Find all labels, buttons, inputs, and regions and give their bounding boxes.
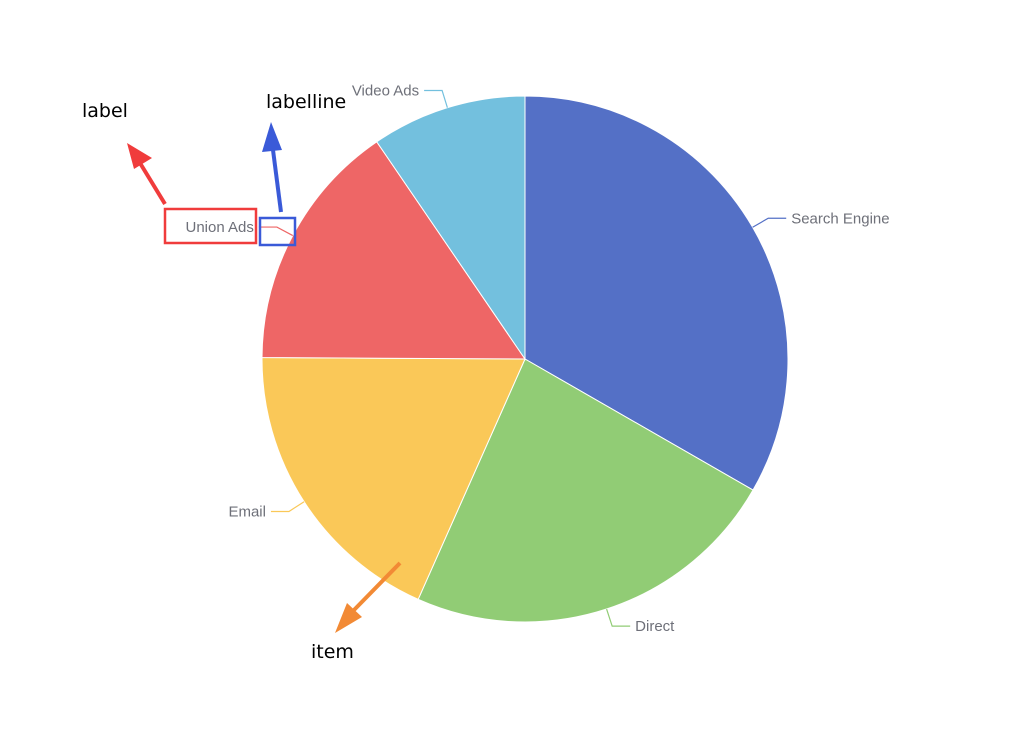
slice-label-video-ads: Video Ads (352, 83, 419, 100)
pie-slices (261, 95, 789, 623)
label-line-direct (606, 608, 631, 627)
annotations: label labelline item (82, 91, 402, 663)
slice-labels: Search Engine Direct Email Union Ads Video A… (185, 83, 889, 636)
label-annotation-text: label (82, 100, 128, 122)
slice-search-engine[interactable] (524, 95, 789, 491)
label-line-union-ads (258, 226, 294, 237)
slice-label-search-engine: Search Engine (791, 210, 889, 227)
label-lines (258, 89, 787, 627)
slice-email[interactable] (261, 357, 526, 600)
slice-direct[interactable] (417, 358, 754, 623)
labelline-annotation-text: labelline (266, 91, 346, 113)
label-arrow (127, 143, 167, 206)
slice-label-direct: Direct (635, 618, 675, 635)
label-line-email (270, 501, 305, 513)
slice-video-ads[interactable] (376, 95, 526, 361)
label-highlight-box (163, 207, 258, 245)
labelline-highlight-box (258, 216, 297, 247)
item-arrow (335, 561, 402, 633)
labelline-arrow (262, 122, 283, 213)
label-line-search-engine (752, 217, 787, 228)
slice-union-ads[interactable] (261, 141, 526, 360)
item-annotation-text: item (311, 641, 354, 663)
slice-label-email: Email (228, 503, 266, 520)
slice-label-union-ads: Union Ads (185, 219, 253, 236)
label-line-video-ads (424, 89, 448, 108)
